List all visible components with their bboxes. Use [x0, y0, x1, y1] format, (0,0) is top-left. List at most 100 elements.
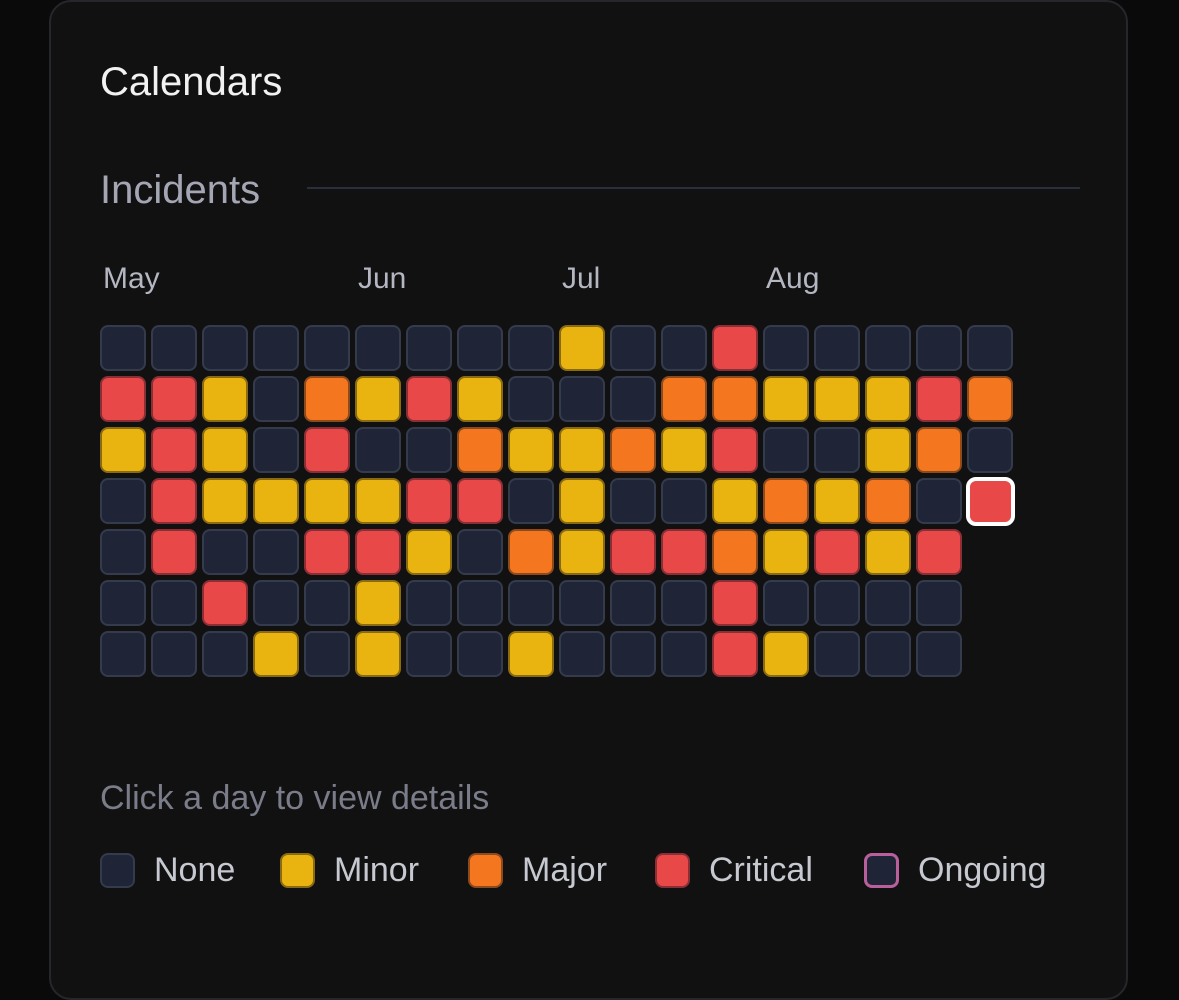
calendar-day-w10-d4[interactable]: [559, 478, 605, 524]
calendar-day-w5-d1[interactable]: [304, 325, 350, 371]
calendar-day-w3-d4[interactable]: [202, 478, 248, 524]
calendar-day-w4-d1[interactable]: [253, 325, 299, 371]
calendar-day-w17-d7[interactable]: [916, 631, 962, 677]
calendar-day-w8-d6[interactable]: [457, 580, 503, 626]
calendar-day-w2-d7[interactable]: [151, 631, 197, 677]
calendar-day-w8-d4[interactable]: [457, 478, 503, 524]
calendar-day-w13-d5[interactable]: [712, 529, 758, 575]
calendar-day-w3-d2[interactable]: [202, 376, 248, 422]
calendar-day-w7-d6[interactable]: [406, 580, 452, 626]
calendar-day-w1-d2[interactable]: [100, 376, 146, 422]
calendar-day-w16-d5[interactable]: [865, 529, 911, 575]
calendar-day-w1-d3[interactable]: [100, 427, 146, 473]
calendar-day-w1-d1[interactable]: [100, 325, 146, 371]
calendar-day-w15-d7[interactable]: [814, 631, 860, 677]
calendar-day-w5-d2[interactable]: [304, 376, 350, 422]
calendar-day-w15-d4[interactable]: [814, 478, 860, 524]
calendar-day-w17-d1[interactable]: [916, 325, 962, 371]
calendar-day-w12-d3[interactable]: [661, 427, 707, 473]
calendar-day-w15-d1[interactable]: [814, 325, 860, 371]
calendar-day-w8-d2[interactable]: [457, 376, 503, 422]
calendar-day-w6-d3[interactable]: [355, 427, 401, 473]
calendar-day-w16-d2[interactable]: [865, 376, 911, 422]
calendar-day-w17-d2[interactable]: [916, 376, 962, 422]
calendar-day-w6-d4[interactable]: [355, 478, 401, 524]
calendar-day-w6-d7[interactable]: [355, 631, 401, 677]
calendar-day-w14-d6[interactable]: [763, 580, 809, 626]
calendar-day-w3-d3[interactable]: [202, 427, 248, 473]
calendar-day-w3-d1[interactable]: [202, 325, 248, 371]
calendar-day-w2-d3[interactable]: [151, 427, 197, 473]
calendar-day-w4-d7[interactable]: [253, 631, 299, 677]
calendar-day-w9-d6[interactable]: [508, 580, 554, 626]
calendar-day-w2-d6[interactable]: [151, 580, 197, 626]
calendar-day-w2-d2[interactable]: [151, 376, 197, 422]
calendar-day-w6-d1[interactable]: [355, 325, 401, 371]
calendar-day-w10-d7[interactable]: [559, 631, 605, 677]
calendar-day-w13-d1[interactable]: [712, 325, 758, 371]
calendar-day-w7-d3[interactable]: [406, 427, 452, 473]
calendar-day-w8-d7[interactable]: [457, 631, 503, 677]
calendar-day-w5-d6[interactable]: [304, 580, 350, 626]
calendar-day-selected[interactable]: [966, 477, 1015, 526]
calendar-day-w11-d6[interactable]: [610, 580, 656, 626]
calendar-day-w5-d3[interactable]: [304, 427, 350, 473]
calendar-day-w11-d7[interactable]: [610, 631, 656, 677]
calendar-day-w12-d2[interactable]: [661, 376, 707, 422]
calendar-day-w15-d6[interactable]: [814, 580, 860, 626]
calendar-day-w2-d5[interactable]: [151, 529, 197, 575]
calendar-day-w10-d2[interactable]: [559, 376, 605, 422]
calendar-day-w17-d4[interactable]: [916, 478, 962, 524]
calendar-day-w10-d5[interactable]: [559, 529, 605, 575]
calendar-day-w16-d7[interactable]: [865, 631, 911, 677]
calendar-day-w12-d1[interactable]: [661, 325, 707, 371]
calendar-day-w4-d5[interactable]: [253, 529, 299, 575]
calendar-day-w6-d2[interactable]: [355, 376, 401, 422]
calendar-day-w7-d2[interactable]: [406, 376, 452, 422]
calendar-day-w5-d4[interactable]: [304, 478, 350, 524]
calendar-day-w11-d1[interactable]: [610, 325, 656, 371]
calendar-day-w12-d5[interactable]: [661, 529, 707, 575]
calendar-day-w5-d7[interactable]: [304, 631, 350, 677]
calendar-day-w7-d1[interactable]: [406, 325, 452, 371]
calendar-day-w14-d1[interactable]: [763, 325, 809, 371]
calendar-day-w3-d6[interactable]: [202, 580, 248, 626]
calendar-day-w13-d4[interactable]: [712, 478, 758, 524]
calendar-day-w17-d5[interactable]: [916, 529, 962, 575]
calendar-day-w14-d5[interactable]: [763, 529, 809, 575]
calendar-day-w9-d7[interactable]: [508, 631, 554, 677]
calendar-day-w14-d3[interactable]: [763, 427, 809, 473]
calendar-day-w1-d6[interactable]: [100, 580, 146, 626]
calendar-day-w2-d1[interactable]: [151, 325, 197, 371]
calendar-day-w1-d4[interactable]: [100, 478, 146, 524]
calendar-day-w13-d2[interactable]: [712, 376, 758, 422]
calendar-day-w5-d5[interactable]: [304, 529, 350, 575]
calendar-day-w10-d1[interactable]: [559, 325, 605, 371]
calendar-day-w15-d5[interactable]: [814, 529, 860, 575]
calendar-day-w18-d3[interactable]: [967, 427, 1013, 473]
calendar-day-w1-d7[interactable]: [100, 631, 146, 677]
calendar-day-w7-d4[interactable]: [406, 478, 452, 524]
calendar-day-w14-d2[interactable]: [763, 376, 809, 422]
calendar-day-w15-d3[interactable]: [814, 427, 860, 473]
calendar-day-w16-d1[interactable]: [865, 325, 911, 371]
calendar-day-w11-d2[interactable]: [610, 376, 656, 422]
calendar-day-w16-d6[interactable]: [865, 580, 911, 626]
calendar-day-w13-d3[interactable]: [712, 427, 758, 473]
calendar-day-w13-d6[interactable]: [712, 580, 758, 626]
calendar-day-w17-d3[interactable]: [916, 427, 962, 473]
calendar-day-w18-d2[interactable]: [967, 376, 1013, 422]
calendar-day-w11-d4[interactable]: [610, 478, 656, 524]
calendar-day-w12-d7[interactable]: [661, 631, 707, 677]
calendar-day-w8-d1[interactable]: [457, 325, 503, 371]
calendar-day-w14-d4[interactable]: [763, 478, 809, 524]
calendar-day-w18-d1[interactable]: [967, 325, 1013, 371]
calendar-day-w9-d5[interactable]: [508, 529, 554, 575]
calendar-day-w8-d5[interactable]: [457, 529, 503, 575]
calendar-day-w10-d3[interactable]: [559, 427, 605, 473]
calendar-day-w8-d3[interactable]: [457, 427, 503, 473]
calendar-day-w3-d7[interactable]: [202, 631, 248, 677]
calendar-day-w11-d5[interactable]: [610, 529, 656, 575]
calendar-day-w12-d4[interactable]: [661, 478, 707, 524]
calendar-day-w7-d7[interactable]: [406, 631, 452, 677]
